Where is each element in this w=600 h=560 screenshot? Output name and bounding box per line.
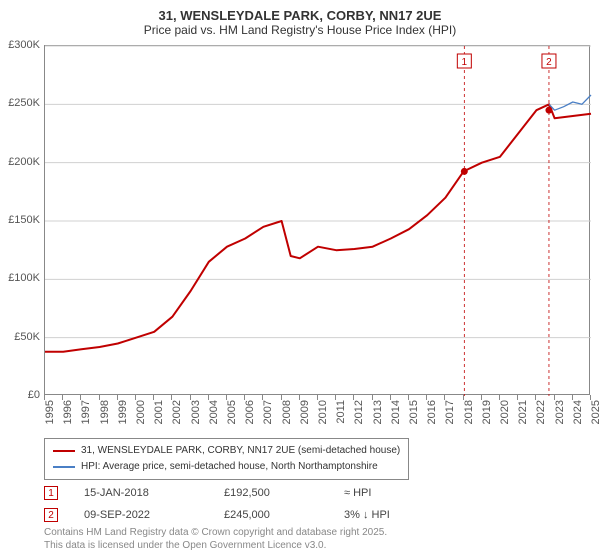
x-axis-label: 2013 bbox=[372, 400, 384, 440]
x-axis-label: 2019 bbox=[481, 400, 493, 440]
sale-date: 15-JAN-2018 bbox=[84, 487, 224, 499]
marker-badge: 2 bbox=[44, 508, 58, 522]
marker-badge: 1 bbox=[44, 486, 58, 500]
x-axis-label: 2018 bbox=[463, 400, 475, 440]
x-axis-label: 2020 bbox=[499, 400, 511, 440]
x-axis-label: 2007 bbox=[262, 400, 274, 440]
x-axis-label: 2023 bbox=[554, 400, 566, 440]
x-axis-label: 2006 bbox=[244, 400, 256, 440]
legend-label: 31, WENSLEYDALE PARK, CORBY, NN17 2UE (s… bbox=[81, 443, 400, 459]
x-axis-label: 2011 bbox=[335, 400, 347, 440]
y-axis-label: £250K bbox=[0, 97, 40, 109]
x-axis-label: 2002 bbox=[171, 400, 183, 440]
x-axis-label: 2014 bbox=[390, 400, 402, 440]
chart-heading: 31, WENSLEYDALE PARK, CORBY, NN17 2UE bbox=[0, 8, 600, 23]
sale-date: 09-SEP-2022 bbox=[84, 509, 224, 521]
footer-line: This data is licensed under the Open Gov… bbox=[44, 539, 387, 552]
sale-note: 3% ↓ HPI bbox=[344, 509, 444, 521]
sale-price: £192,500 bbox=[224, 487, 344, 499]
sale-price: £245,000 bbox=[224, 509, 344, 521]
x-axis-label: 2010 bbox=[317, 400, 329, 440]
x-axis-label: 1995 bbox=[44, 400, 56, 440]
chart-svg: 12 bbox=[45, 46, 589, 394]
x-axis-label: 1999 bbox=[117, 400, 129, 440]
legend-label: HPI: Average price, semi-detached house,… bbox=[81, 459, 378, 475]
sale-note: ≈ HPI bbox=[344, 487, 444, 499]
chart-title-block: 31, WENSLEYDALE PARK, CORBY, NN17 2UE Pr… bbox=[0, 0, 600, 41]
chart-subtitle: Price paid vs. HM Land Registry's House … bbox=[0, 23, 600, 37]
x-axis-label: 2021 bbox=[517, 400, 529, 440]
legend-item: 31, WENSLEYDALE PARK, CORBY, NN17 2UE (s… bbox=[53, 443, 400, 459]
svg-text:1: 1 bbox=[462, 57, 468, 68]
legend: 31, WENSLEYDALE PARK, CORBY, NN17 2UE (s… bbox=[44, 438, 409, 480]
x-axis-label: 1998 bbox=[99, 400, 111, 440]
x-axis-label: 2024 bbox=[572, 400, 584, 440]
y-axis-label: £200K bbox=[0, 156, 40, 168]
y-axis-label: £150K bbox=[0, 214, 40, 226]
legend-swatch bbox=[53, 466, 75, 467]
legend-item: HPI: Average price, semi-detached house,… bbox=[53, 459, 400, 475]
x-axis-label: 2015 bbox=[408, 400, 420, 440]
x-axis-label: 2012 bbox=[353, 400, 365, 440]
x-axis-label: 1996 bbox=[62, 400, 74, 440]
y-axis-label: £50K bbox=[0, 331, 40, 343]
y-axis-label: £100K bbox=[0, 272, 40, 284]
x-axis-label: 2008 bbox=[281, 400, 293, 440]
footer-attribution: Contains HM Land Registry data © Crown c… bbox=[44, 526, 387, 552]
x-axis-label: 2017 bbox=[444, 400, 456, 440]
x-axis-label: 2004 bbox=[208, 400, 220, 440]
y-axis-label: £0 bbox=[0, 389, 40, 401]
svg-text:2: 2 bbox=[546, 57, 552, 68]
legend-swatch bbox=[53, 450, 75, 452]
table-row: 1 15-JAN-2018 £192,500 ≈ HPI bbox=[44, 482, 444, 504]
footer-line: Contains HM Land Registry data © Crown c… bbox=[44, 526, 387, 539]
x-axis-label: 2003 bbox=[190, 400, 202, 440]
table-row: 2 09-SEP-2022 £245,000 3% ↓ HPI bbox=[44, 504, 444, 526]
x-axis-label: 2009 bbox=[299, 400, 311, 440]
x-axis-label: 2001 bbox=[153, 400, 165, 440]
x-axis-label: 2000 bbox=[135, 400, 147, 440]
y-axis-label: £300K bbox=[0, 39, 40, 51]
chart-plot-area: 12 bbox=[44, 45, 590, 395]
x-axis-label: 2022 bbox=[535, 400, 547, 440]
price-paid-table: 1 15-JAN-2018 £192,500 ≈ HPI 2 09-SEP-20… bbox=[44, 482, 444, 526]
x-axis-label: 1997 bbox=[80, 400, 92, 440]
x-axis-label: 2005 bbox=[226, 400, 238, 440]
x-axis-label: 2025 bbox=[590, 400, 600, 440]
x-axis-label: 2016 bbox=[426, 400, 438, 440]
